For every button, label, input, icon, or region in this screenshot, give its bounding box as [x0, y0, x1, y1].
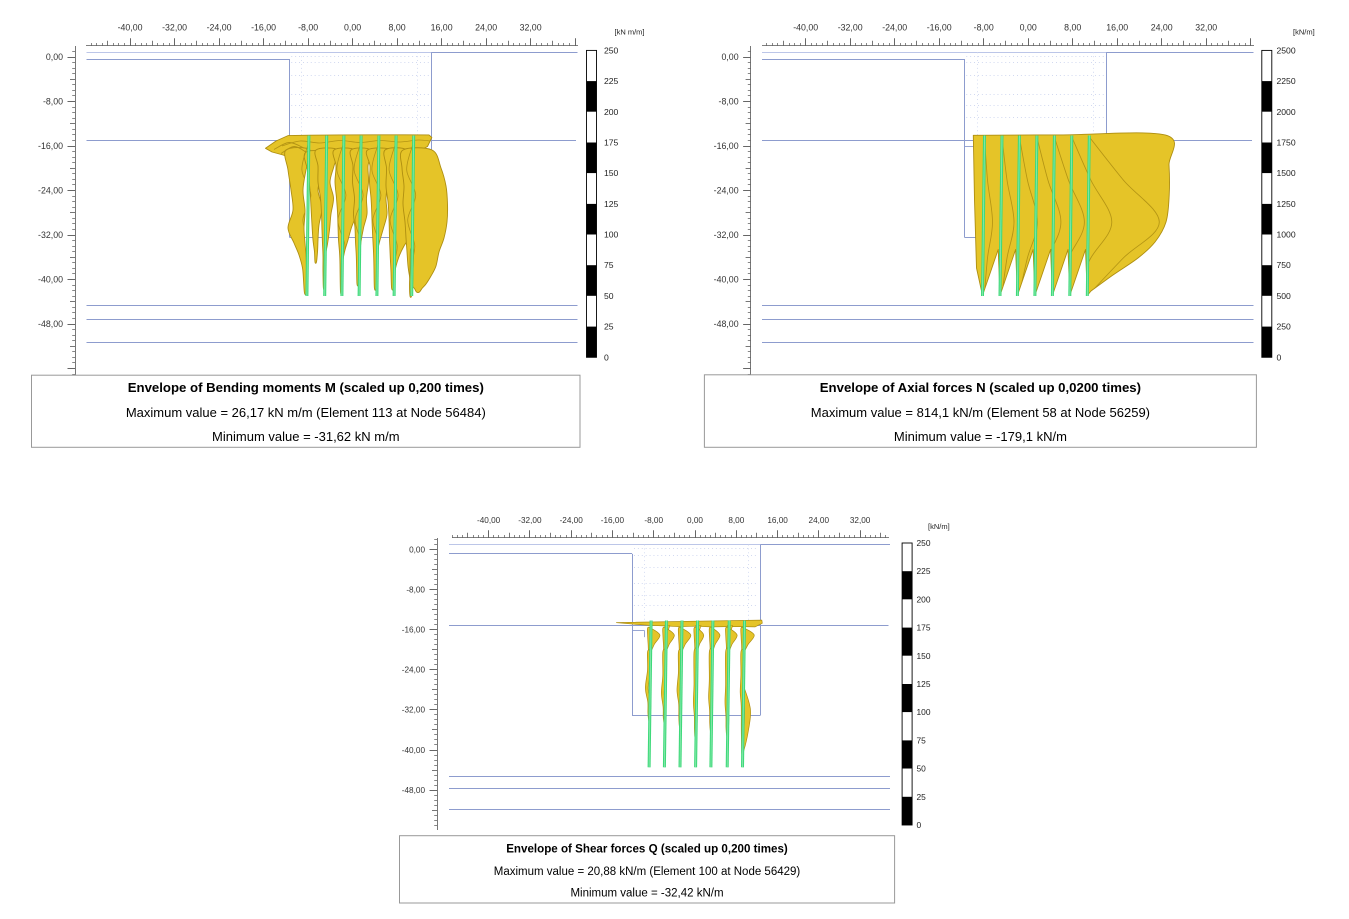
- svg-text:-48,00: -48,00: [402, 786, 426, 795]
- svg-text:-32,00: -32,00: [38, 230, 63, 240]
- svg-text:-40,00: -40,00: [714, 274, 739, 284]
- svg-text:-16,00: -16,00: [251, 22, 276, 32]
- svg-text:32,00: 32,00: [850, 516, 871, 525]
- svg-text:-40,00: -40,00: [793, 22, 818, 32]
- svg-text:-24,00: -24,00: [38, 185, 63, 195]
- svg-text:25: 25: [917, 792, 927, 802]
- svg-text:16,00: 16,00: [431, 22, 453, 32]
- svg-text:75: 75: [917, 735, 927, 745]
- svg-text:Minimum value = -32,42 kN/m: Minimum value = -32,42 kN/m: [570, 887, 723, 899]
- svg-text:-8,00: -8,00: [644, 516, 663, 525]
- svg-text:150: 150: [604, 168, 619, 178]
- svg-text:-16,00: -16,00: [601, 516, 625, 525]
- svg-text:0,00: 0,00: [687, 516, 703, 525]
- svg-text:1500: 1500: [1277, 168, 1296, 178]
- svg-text:-8,00: -8,00: [298, 22, 318, 32]
- svg-text:-40,00: -40,00: [402, 746, 426, 755]
- svg-text:-16,00: -16,00: [38, 141, 63, 151]
- svg-text:-40,00: -40,00: [38, 274, 63, 284]
- svg-text:225: 225: [917, 566, 931, 576]
- svg-text:2000: 2000: [1277, 107, 1296, 117]
- svg-text:-24,00: -24,00: [560, 516, 584, 525]
- svg-text:[kN/m]: [kN/m]: [1293, 28, 1315, 37]
- svg-text:50: 50: [604, 291, 614, 301]
- svg-text:-48,00: -48,00: [714, 319, 739, 329]
- svg-text:Minimum value = -179,1 kN/m: Minimum value = -179,1 kN/m: [894, 429, 1067, 444]
- svg-text:24,00: 24,00: [475, 22, 497, 32]
- svg-text:Envelope of Axial forces N (sc: Envelope of Axial forces N (scaled up 0,…: [820, 380, 1141, 395]
- svg-text:Maximum value = 26,17 kN m/m (: Maximum value = 26,17 kN m/m (Element 11…: [126, 405, 486, 420]
- svg-text:225: 225: [604, 76, 619, 86]
- svg-text:-16,00: -16,00: [402, 626, 426, 635]
- svg-text:-40,00: -40,00: [477, 516, 501, 525]
- svg-text:-8,00: -8,00: [974, 22, 994, 32]
- svg-text:200: 200: [917, 594, 931, 604]
- svg-text:[kN m/m]: [kN m/m]: [615, 28, 645, 37]
- svg-text:0,00: 0,00: [344, 22, 361, 32]
- svg-text:100: 100: [917, 707, 931, 717]
- svg-text:-24,00: -24,00: [402, 666, 426, 675]
- svg-text:24,00: 24,00: [1151, 22, 1173, 32]
- svg-text:-40,00: -40,00: [118, 22, 143, 32]
- svg-text:1750: 1750: [1277, 138, 1296, 148]
- svg-text:150: 150: [917, 651, 931, 661]
- svg-text:250: 250: [1277, 322, 1292, 332]
- svg-text:0,00: 0,00: [409, 545, 425, 554]
- svg-text:Envelope of Bending moments M: Envelope of Bending moments M (scaled up…: [128, 380, 484, 395]
- svg-text:2250: 2250: [1277, 76, 1296, 86]
- svg-text:-8,00: -8,00: [719, 96, 739, 106]
- svg-text:25: 25: [604, 322, 614, 332]
- svg-text:32,00: 32,00: [1195, 22, 1217, 32]
- svg-text:2500: 2500: [1277, 45, 1296, 55]
- svg-text:0: 0: [917, 820, 922, 830]
- svg-text:0,00: 0,00: [721, 52, 738, 62]
- svg-text:-48,00: -48,00: [38, 319, 63, 329]
- svg-text:0,00: 0,00: [46, 52, 63, 62]
- svg-text:-32,00: -32,00: [518, 516, 542, 525]
- svg-text:200: 200: [604, 107, 619, 117]
- svg-text:1250: 1250: [1277, 199, 1296, 209]
- svg-text:50: 50: [917, 764, 927, 774]
- svg-text:8,00: 8,00: [1064, 22, 1081, 32]
- svg-text:-24,00: -24,00: [714, 185, 739, 195]
- svg-text:175: 175: [917, 623, 931, 633]
- svg-text:-32,00: -32,00: [714, 230, 739, 240]
- svg-text:32,00: 32,00: [520, 22, 542, 32]
- svg-text:8,00: 8,00: [389, 22, 406, 32]
- svg-text:Minimum value = -31,62 kN m/m: Minimum value = -31,62 kN m/m: [212, 429, 399, 444]
- svg-text:250: 250: [917, 538, 931, 548]
- svg-text:250: 250: [604, 45, 619, 55]
- svg-text:0: 0: [604, 352, 609, 362]
- svg-text:-32,00: -32,00: [402, 706, 426, 715]
- svg-text:16,00: 16,00: [1106, 22, 1128, 32]
- svg-text:0: 0: [1277, 352, 1282, 362]
- svg-text:8,00: 8,00: [728, 516, 744, 525]
- svg-text:-32,00: -32,00: [162, 22, 187, 32]
- svg-text:-32,00: -32,00: [838, 22, 863, 32]
- svg-text:-8,00: -8,00: [43, 96, 63, 106]
- svg-text:-16,00: -16,00: [927, 22, 952, 32]
- svg-text:Envelope of Shear forces Q (sc: Envelope of Shear forces Q (scaled up 0,…: [506, 842, 788, 855]
- svg-text:-16,00: -16,00: [714, 141, 739, 151]
- svg-text:Maximum value = 814,1 kN/m (El: Maximum value = 814,1 kN/m (Element 58 a…: [811, 405, 1150, 420]
- svg-text:175: 175: [604, 138, 619, 148]
- svg-text:-24,00: -24,00: [882, 22, 907, 32]
- svg-text:75: 75: [604, 260, 614, 270]
- svg-text:24,00: 24,00: [809, 516, 830, 525]
- svg-text:100: 100: [604, 230, 619, 240]
- svg-text:750: 750: [1277, 260, 1292, 270]
- svg-text:1000: 1000: [1277, 230, 1296, 240]
- svg-text:-24,00: -24,00: [207, 22, 232, 32]
- svg-text:500: 500: [1277, 291, 1292, 301]
- svg-text:125: 125: [917, 679, 931, 689]
- svg-text:-8,00: -8,00: [406, 585, 425, 594]
- svg-text:125: 125: [604, 199, 619, 209]
- svg-text:16,00: 16,00: [767, 516, 788, 525]
- svg-text:[kN/m]: [kN/m]: [928, 522, 950, 531]
- svg-text:0,00: 0,00: [1020, 22, 1037, 32]
- svg-text:Maximum value = 20,88 kN/m (El: Maximum value = 20,88 kN/m (Element 100 …: [494, 866, 801, 878]
